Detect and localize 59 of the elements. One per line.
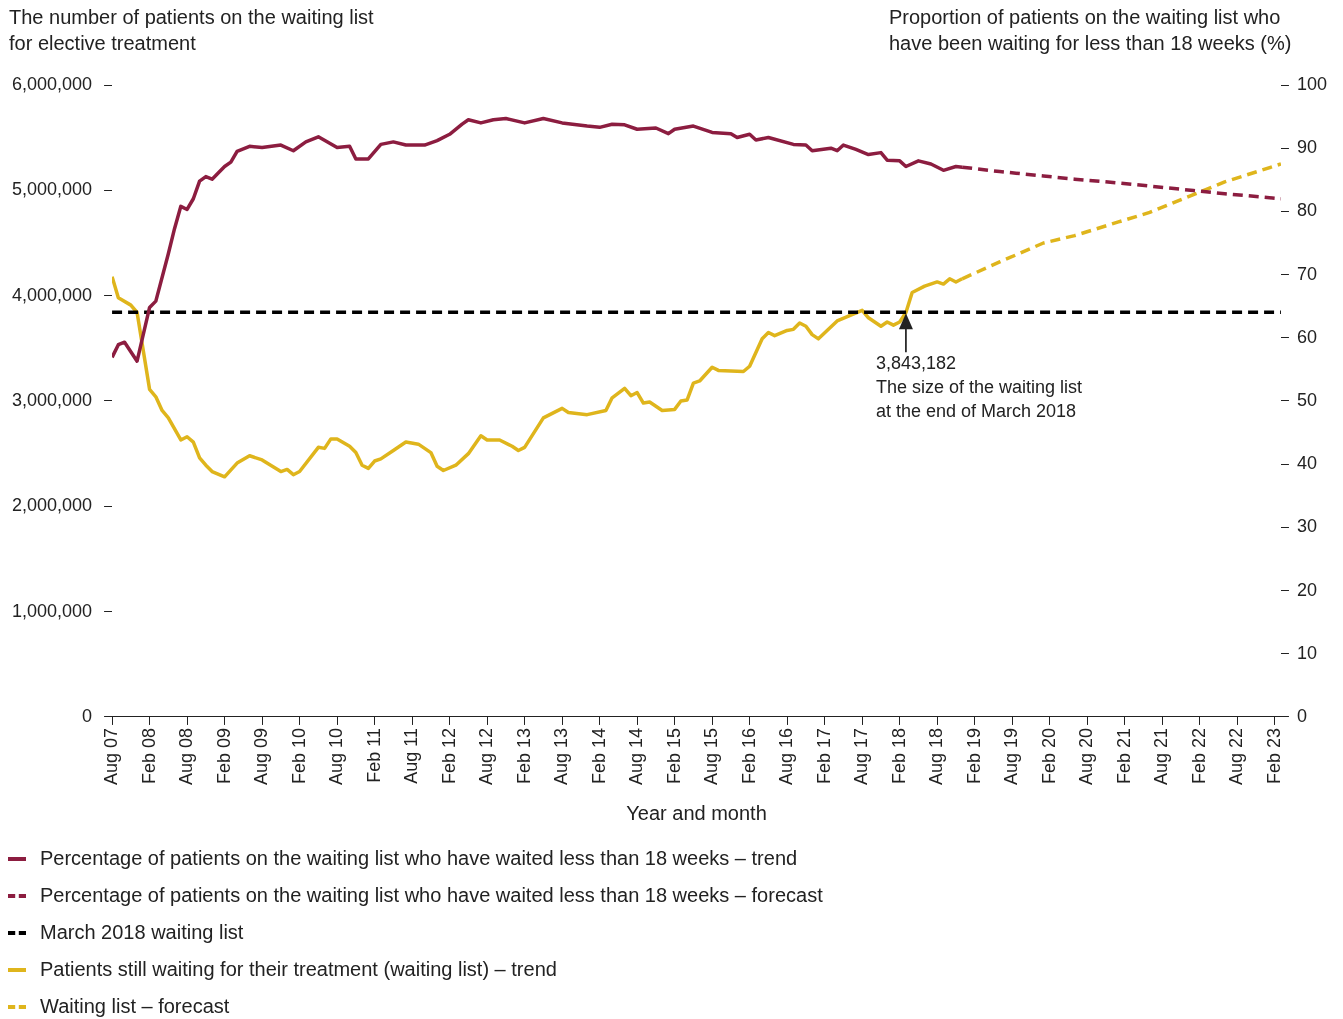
y2-tick-label: 60 <box>1296 326 1317 347</box>
x-tick-label: Feb 15 <box>663 727 684 784</box>
x-tick-label: Aug 21 <box>1151 727 1172 786</box>
x-axis-title: Year and month <box>626 801 767 824</box>
x-tick-label: Aug 14 <box>626 727 647 786</box>
x-tick-label: Aug 19 <box>1001 727 1022 786</box>
legend-label: March 2018 waiting list <box>40 921 244 944</box>
x-tick-label: Aug 07 <box>101 727 122 786</box>
x-tick-label: Aug 10 <box>326 727 347 786</box>
y2-tick-label: 80 <box>1296 200 1317 221</box>
y2-axis-title: Proportion of patients on the waiting list who have been waiting for less than 18 weeks (%) <box>889 5 1293 56</box>
y-tick-label: 3,000,000 <box>12 389 93 410</box>
y-tick-label: 0 <box>82 705 93 726</box>
x-tick-label: Feb 13 <box>513 727 534 784</box>
x-tick-label: Aug 08 <box>176 727 197 786</box>
y2-tick-label: 40 <box>1296 453 1317 474</box>
x-tick-label: Aug 12 <box>476 727 497 786</box>
x-tick-label: Feb 14 <box>588 727 609 784</box>
y2-tick-label: 20 <box>1296 579 1317 600</box>
x-tick-label: Feb 11 <box>363 727 384 783</box>
x-tick-label: Feb 21 <box>1113 727 1134 784</box>
x-tick-label: Feb 12 <box>438 727 459 784</box>
x-tick-label: Aug 22 <box>1226 727 1247 786</box>
y-tick-label: 4,000,000 <box>12 284 93 305</box>
x-tick-label: Feb 18 <box>888 727 909 784</box>
y-tick-label: 2,000,000 <box>12 495 93 516</box>
y2-tick-label: 50 <box>1296 389 1317 410</box>
legend-label: Percentage of patients on the waiting list who have waited less than 18 weeks – forecast <box>40 884 823 907</box>
x-tick-label: Aug 18 <box>926 727 947 786</box>
y-tick-label: 5,000,000 <box>12 179 93 200</box>
y2-tick-label: 10 <box>1296 642 1317 663</box>
y-tick-label: 1,000,000 <box>12 600 93 621</box>
legend-label: Patients still waiting for their treatment (waiting list) – trend <box>40 958 557 981</box>
x-tick-label: Aug 15 <box>701 727 722 786</box>
x-tick-label: Feb 10 <box>288 727 309 784</box>
x-tick-label: Aug 11 <box>401 727 422 784</box>
y2-tick-label: 70 <box>1296 263 1317 284</box>
y2-tick-label: 100 <box>1296 73 1328 94</box>
y2-tick-label: 0 <box>1296 705 1307 726</box>
x-tick-label: Aug 17 <box>851 727 872 786</box>
x-tick-label: Feb 20 <box>1038 727 1059 784</box>
y-tick-label: 6,000,000 <box>12 73 93 94</box>
y2-tick-label: 30 <box>1296 516 1317 537</box>
legend-label: Percentage of patients on the waiting list who have waited less than 18 weeks – trend <box>40 847 798 870</box>
x-tick-label: Feb 19 <box>963 727 984 784</box>
x-tick-label: Aug 20 <box>1076 727 1097 786</box>
x-tick-label: Feb 16 <box>738 727 759 784</box>
annotation: 3,843,182 The size of the waiting list at the end of March 2018 <box>875 353 1083 422</box>
x-tick-label: Feb 23 <box>1263 727 1284 784</box>
x-tick-label: Feb 17 <box>813 727 834 784</box>
x-tick-label: Aug 16 <box>776 727 797 786</box>
x-tick-label: Aug 09 <box>251 727 272 786</box>
legend-label: Waiting list – forecast <box>40 995 230 1018</box>
y-axis-title: The number of patients on the waiting list for elective treatment <box>9 5 375 56</box>
x-tick-label: Feb 22 <box>1188 727 1209 784</box>
x-tick-label: Feb 08 <box>138 727 159 784</box>
x-tick-label: Feb 09 <box>213 727 234 784</box>
y2-tick-label: 90 <box>1296 137 1317 158</box>
x-tick-label: Aug 13 <box>551 727 572 786</box>
